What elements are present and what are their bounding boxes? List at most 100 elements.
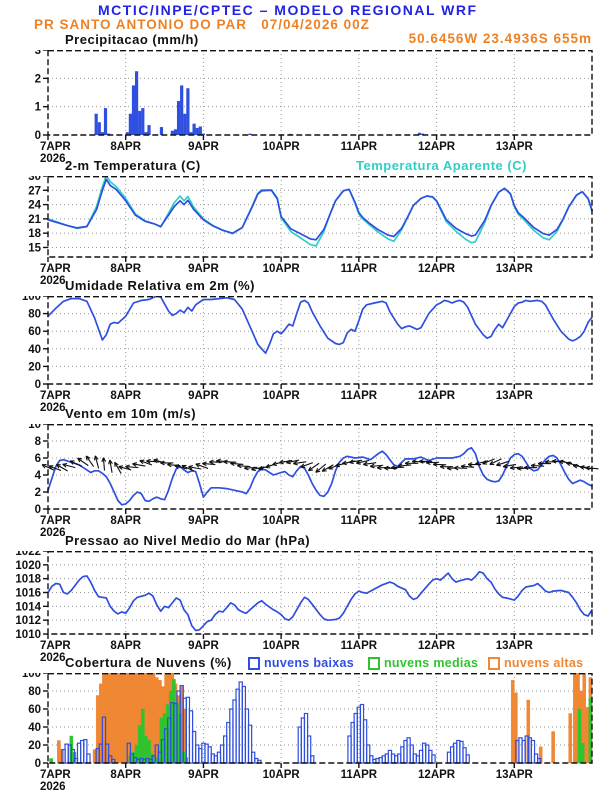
svg-text:15: 15 xyxy=(28,242,41,254)
panel-title-clouds: Cobertura de Nuvens (%) xyxy=(65,655,232,670)
svg-text:9APR: 9APR xyxy=(188,390,219,402)
svg-text:7APR: 7APR xyxy=(40,263,71,275)
svg-text:2: 2 xyxy=(35,73,41,85)
svg-text:11APR: 11APR xyxy=(341,769,378,781)
svg-text:12APR: 12APR xyxy=(418,390,456,402)
svg-text:10APR: 10APR xyxy=(263,141,301,153)
high-clouds-legend-label: nuvens altas xyxy=(504,656,584,670)
svg-text:11APR: 11APR xyxy=(341,640,378,652)
svg-text:13APR: 13APR xyxy=(496,263,534,275)
coordinates-label: 50.6456W 23.4936S 655m xyxy=(408,31,592,46)
svg-text:1010: 1010 xyxy=(15,629,41,641)
svg-text:1018: 1018 xyxy=(15,574,41,586)
svg-text:0: 0 xyxy=(35,379,41,391)
svg-text:2026: 2026 xyxy=(40,781,66,792)
svg-text:100: 100 xyxy=(22,296,41,303)
svg-text:8APR: 8APR xyxy=(110,515,141,527)
svg-text:0: 0 xyxy=(35,758,41,770)
svg-text:11APR: 11APR xyxy=(341,263,378,275)
svg-text:12APR: 12APR xyxy=(418,515,456,527)
svg-text:12APR: 12APR xyxy=(418,263,456,275)
svg-text:20: 20 xyxy=(28,361,41,373)
svg-text:80: 80 xyxy=(28,686,41,698)
svg-text:18: 18 xyxy=(28,228,41,240)
svg-text:7APR: 7APR xyxy=(40,515,71,527)
svg-text:8: 8 xyxy=(35,436,42,448)
svg-text:8APR: 8APR xyxy=(110,390,141,402)
wind-chart: 0 2 4 6 8 10 7APR 8APR 9APR 10APR 11APR 12APR 13APR 2… xyxy=(28,424,599,539)
svg-text:10APR: 10APR xyxy=(263,515,301,527)
svg-text:13APR: 13APR xyxy=(496,769,534,781)
svg-text:1020: 1020 xyxy=(15,560,41,572)
svg-text:7APR: 7APR xyxy=(40,640,71,652)
svg-text:80: 80 xyxy=(28,309,41,321)
svg-text:8APR: 8APR xyxy=(110,141,141,153)
legend-high-clouds: nuvens altas xyxy=(488,656,583,670)
svg-text:11APR: 11APR xyxy=(341,390,378,402)
svg-text:2026: 2026 xyxy=(40,527,66,539)
svg-text:40: 40 xyxy=(28,722,41,734)
svg-text:0: 0 xyxy=(35,504,41,516)
svg-text:0: 0 xyxy=(35,130,41,142)
svg-text:1016: 1016 xyxy=(15,588,41,600)
svg-text:21: 21 xyxy=(28,214,41,226)
page-title: MCTIC/INPE/CPTEC – MODELO REGIONAL WRF xyxy=(98,2,478,18)
svg-text:8APR: 8APR xyxy=(110,769,141,781)
svg-text:20: 20 xyxy=(28,740,41,752)
svg-text:2026: 2026 xyxy=(40,153,66,165)
svg-text:2026: 2026 xyxy=(40,275,66,287)
svg-text:10: 10 xyxy=(28,424,41,431)
svg-text:12APR: 12APR xyxy=(418,141,456,153)
svg-text:13APR: 13APR xyxy=(496,515,534,527)
high-clouds-swatch-icon xyxy=(488,656,500,670)
svg-text:10APR: 10APR xyxy=(263,263,301,275)
svg-text:8APR: 8APR xyxy=(110,640,141,652)
panel-title-precipitation: Precipitacao (mm/h) xyxy=(65,32,199,47)
svg-text:3: 3 xyxy=(35,50,41,57)
mid-clouds-swatch-icon xyxy=(368,656,380,670)
svg-text:27: 27 xyxy=(28,185,41,197)
svg-text:9APR: 9APR xyxy=(188,141,219,153)
svg-text:1014: 1014 xyxy=(15,601,41,613)
apparent-temperature-legend: Temperatura Aparente (C) xyxy=(356,158,527,173)
svg-text:9APR: 9APR xyxy=(188,769,219,781)
svg-text:9APR: 9APR xyxy=(188,640,219,652)
svg-text:13APR: 13APR xyxy=(496,390,534,402)
panel-title-temperature: 2-m Temperatura (C) xyxy=(65,158,201,173)
svg-text:40: 40 xyxy=(28,344,41,356)
station-run-label: PR SANTO ANTONIO DO PAR 07/04/2026 00Z xyxy=(34,17,370,32)
mid-clouds-legend-label: nuvens medias xyxy=(384,656,479,670)
svg-text:9APR: 9APR xyxy=(188,515,219,527)
svg-text:1012: 1012 xyxy=(15,615,41,627)
svg-text:7APR: 7APR xyxy=(40,141,71,153)
low-clouds-swatch-icon xyxy=(248,656,260,670)
svg-text:12APR: 12APR xyxy=(418,640,456,652)
svg-text:10APR: 10APR xyxy=(263,390,301,402)
svg-text:11APR: 11APR xyxy=(341,515,378,527)
panel-title-humidity: Umidade Relativa em 2m (%) xyxy=(65,278,256,293)
svg-text:10APR: 10APR xyxy=(263,640,301,652)
svg-text:7APR: 7APR xyxy=(40,769,71,781)
legend-low-clouds: nuvens baixas xyxy=(248,656,354,670)
svg-text:2: 2 xyxy=(35,487,41,499)
svg-text:12APR: 12APR xyxy=(418,769,456,781)
svg-text:9APR: 9APR xyxy=(188,263,219,275)
svg-text:60: 60 xyxy=(28,704,41,716)
low-clouds-legend-label: nuvens baixas xyxy=(264,656,355,670)
panel-title-wind: Vento em 10m (m/s) xyxy=(65,406,197,421)
svg-text:30: 30 xyxy=(28,176,41,183)
clouds-chart: 0 20 40 60 80 100 7APR 8APR 9APR 10APR 11APR 12APR 1… xyxy=(22,673,593,792)
svg-text:2026: 2026 xyxy=(40,652,66,664)
svg-text:60: 60 xyxy=(28,326,41,338)
legend-mid-clouds: nuvens medias xyxy=(368,656,478,670)
svg-text:13APR: 13APR xyxy=(496,640,534,652)
svg-text:10APR: 10APR xyxy=(263,769,301,781)
svg-text:8APR: 8APR xyxy=(110,263,141,275)
svg-text:13APR: 13APR xyxy=(496,141,534,153)
panel-title-pressure: Pressao ao Nivel Medio do Mar (hPa) xyxy=(65,533,311,548)
precipitation-chart: 0 1 2 3 7APR 8APR 9APR 10APR 11APR 12APR 13APR 2026 xyxy=(35,50,593,165)
svg-text:11APR: 11APR xyxy=(341,141,378,153)
svg-text:6: 6 xyxy=(35,453,41,465)
svg-text:4: 4 xyxy=(35,470,42,482)
